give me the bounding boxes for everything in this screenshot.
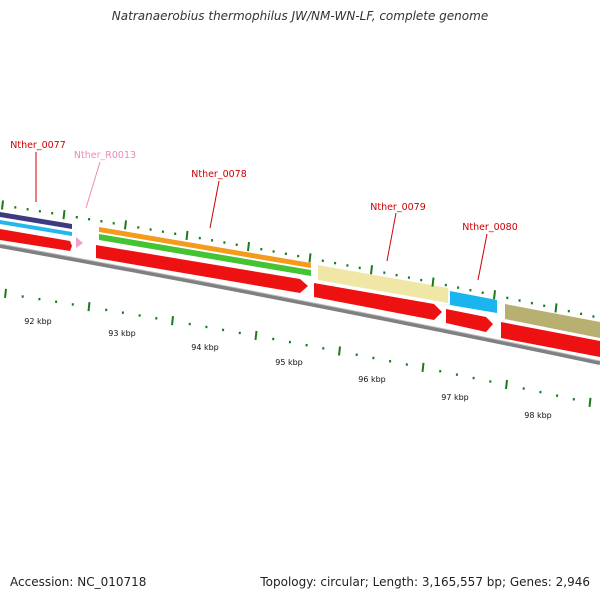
scale-label: 95 kbp [275, 358, 303, 367]
gene-label-R0013[interactable]: Nther_R0013 [74, 150, 136, 161]
genome-stats: Topology: circular; Length: 3,165,557 bp… [260, 575, 590, 589]
gene-label-0079[interactable]: Nther_0079 [370, 202, 426, 213]
major-tick [87, 302, 91, 312]
major-tick [370, 265, 373, 275]
feature-row-0080 [446, 291, 497, 332]
major-tick [254, 330, 258, 341]
accession-label: Accession: NC_010718 [10, 575, 147, 589]
major-tick [308, 253, 312, 263]
scale-label: 94 kbp [191, 343, 219, 352]
feature-pale-yellow[interactable] [318, 265, 448, 303]
cds-arrow-0080[interactable] [446, 309, 493, 332]
leader-line-0078 [209, 180, 220, 229]
major-tick [4, 288, 7, 299]
feature-cyan[interactable] [0, 220, 72, 236]
rna-arrow-R0013[interactable] [76, 237, 83, 248]
feature-green[interactable] [99, 234, 311, 276]
scale-label: 93 kbp [108, 329, 136, 338]
feature-row-0078 [96, 227, 311, 293]
feature-purple[interactable] [0, 212, 72, 229]
major-tick [554, 303, 558, 313]
gene-label-0077[interactable]: Nther_0077 [10, 140, 66, 151]
feature-row-left [0, 212, 83, 251]
scale-label: 97 kbp [441, 393, 469, 402]
upper-ticks [1, 200, 595, 318]
genome-backbone [0, 244, 600, 365]
major-tick [431, 277, 435, 287]
major-tick [171, 316, 174, 326]
major-tick [505, 379, 508, 390]
leader-line-0080 [477, 233, 488, 281]
major-tick [421, 362, 425, 372]
feature-row-right [501, 304, 600, 357]
cds-arrow-0077[interactable] [0, 229, 72, 251]
gene-label-0078[interactable]: Nther_0078 [191, 169, 247, 180]
leader-line-R0013 [85, 161, 101, 209]
map-title: Natranaerobius thermophilus JW/NM-WN-LF,… [111, 9, 489, 23]
scale-label: 98 kbp [524, 411, 552, 420]
leader-line-0079 [386, 212, 397, 262]
cds-arrow-0079[interactable] [314, 283, 442, 320]
major-tick [338, 346, 341, 356]
scale-label: 96 kbp [358, 375, 386, 384]
cds-arrow-right[interactable] [501, 322, 600, 357]
scale-label: 92 kbp [24, 317, 52, 326]
gene-label-0080[interactable]: Nther_0080 [462, 222, 518, 233]
feature-row-0079 [314, 265, 448, 320]
feature-orange[interactable] [99, 227, 311, 268]
lower-ticks [4, 288, 592, 408]
feature-olive[interactable] [505, 304, 600, 338]
cds-arrow-0078[interactable] [96, 245, 308, 293]
major-tick [1, 200, 4, 210]
major-tick [124, 220, 127, 230]
major-tick [588, 397, 592, 408]
feature-blue[interactable] [450, 291, 497, 313]
major-tick [62, 210, 66, 220]
major-tick [247, 241, 250, 252]
major-tick [493, 290, 496, 300]
major-tick [185, 230, 189, 241]
